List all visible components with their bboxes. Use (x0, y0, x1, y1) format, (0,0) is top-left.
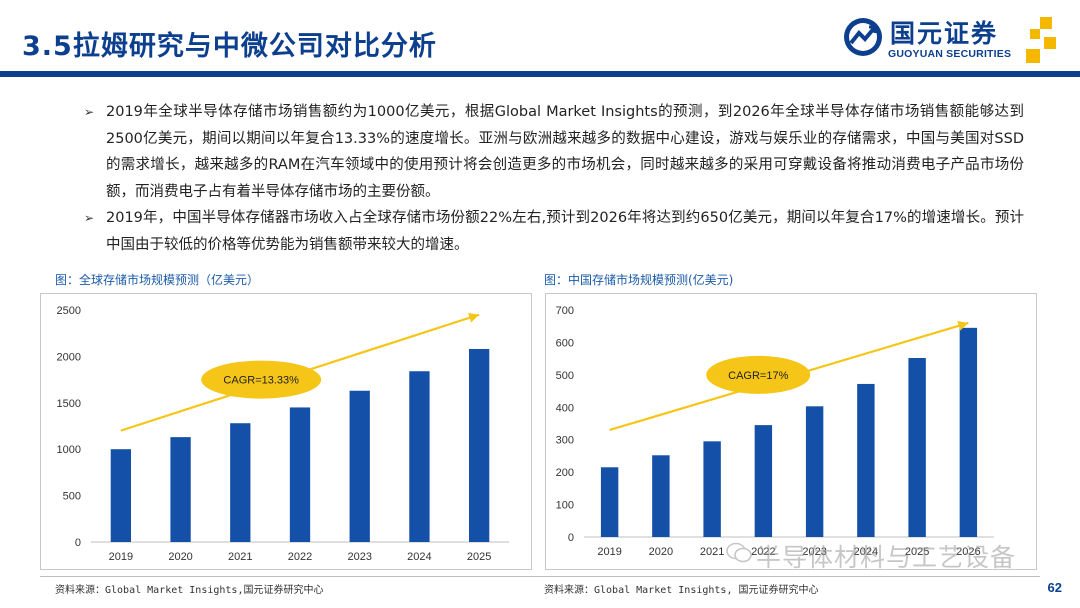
china-storage-chart-svg: 0 100 200 300 400 500 600 700 2019 2020 2021 2022 20… (556, 305, 994, 558)
logo-squares-icon (1026, 17, 1056, 63)
y-tick-label: 600 (556, 337, 574, 349)
company-logo: 国元证券 GUOYUAN SECURITIES (842, 12, 1067, 67)
x-tick-label: 2024 (854, 546, 878, 558)
x-tick-label: 2020 (168, 551, 192, 563)
global-storage-chart: 0 500 1000 1500 2000 2500 2019 2020 2021 2022 2023… (40, 293, 532, 570)
bar (805, 406, 824, 537)
wechat-icon (726, 542, 752, 563)
y-tick-label: 1500 (57, 398, 81, 410)
x-tick-label: 2025 (467, 551, 491, 563)
cagr-label: CAGR=17% (728, 370, 788, 382)
trend-arrow-head (957, 321, 969, 331)
y-tick-label: 700 (556, 305, 574, 317)
bullet-item: ➢ 2019年全球半导体存储市场销售额约为1000亿美元，根据Global Ma… (84, 99, 1024, 205)
x-tick-label: 2023 (802, 546, 826, 558)
bar (857, 383, 875, 537)
x-tick-label: 2021 (228, 551, 252, 563)
bullet-list: ➢ 2019年全球半导体存储市场销售额约为1000亿美元，根据Global Ma… (84, 99, 1024, 258)
bar (110, 449, 132, 542)
y-tick-label: 2000 (57, 351, 81, 363)
y-tick-label: 500 (63, 491, 81, 503)
bar (600, 467, 619, 537)
logo-english: GUOYUAN SECURITIES (888, 48, 1012, 60)
bar (703, 441, 721, 537)
global-storage-chart-svg: 0 500 1000 1500 2000 2500 2019 2020 2021 2022 2023… (57, 305, 509, 563)
bar (468, 348, 490, 542)
watermark: 半导体材料与工艺设备 (726, 538, 1017, 574)
guoyuan-logo-icon (844, 18, 882, 56)
right-source: 资料来源：Global Market Insights, 国元证券研究中心 (544, 585, 819, 596)
right-figure-title: 图：中国存储市场规模预测(亿美元) (544, 273, 734, 287)
bar (349, 390, 370, 542)
x-tick-label: 2021 (700, 546, 724, 558)
bar (959, 327, 978, 537)
x-tick-label: 2024 (407, 551, 431, 563)
watermark-text: 半导体材料与工艺设备 (756, 543, 1017, 572)
x-tick-label: 2020 (649, 546, 673, 558)
bullet-text: 2019年全球半导体存储市场销售额约为1000亿美元，根据Global Mark… (106, 104, 1024, 200)
y-tick-label: 0 (568, 532, 574, 544)
footer-divider (40, 576, 1040, 577)
x-tick-label: 2022 (288, 551, 312, 563)
bar (652, 455, 670, 537)
y-tick-label: 0 (75, 537, 81, 549)
bar (170, 437, 191, 542)
y-tick-label: 200 (556, 467, 574, 479)
cagr-ellipse (706, 355, 811, 394)
x-tick-label: 2019 (597, 546, 621, 558)
bar (409, 371, 430, 542)
x-tick-label: 2019 (109, 551, 133, 563)
bullet-text: 2019年，中国半导体存储器市场收入占全球存储市场份额22%左右,预计到2026… (106, 210, 1024, 253)
y-tick-label: 2500 (57, 305, 81, 317)
bar (289, 407, 311, 542)
arrow-bullet-icon: ➢ (84, 105, 95, 119)
trend-arrow-head (468, 312, 480, 323)
x-tick-label: 2023 (347, 551, 371, 563)
left-source: 资料来源：Global Market Insights,国元证券研究中心 (55, 585, 324, 596)
cagr-ellipse (201, 360, 322, 399)
x-tick-label: 2026 (956, 546, 980, 558)
page-number: 62 (1047, 580, 1062, 595)
cagr-label: CAGR=13.33% (223, 375, 299, 387)
x-tick-label: 2025 (905, 546, 929, 558)
page-title: 3.5拉姆研究与中微公司对比分析 (22, 31, 437, 62)
bullet-item: ➢ 2019年，中国半导体存储器市场收入占全球存储市场份额22%左右,预计到20… (84, 205, 1024, 258)
y-tick-label: 500 (556, 370, 574, 382)
left-figure-title: 图：全球存储市场规模预测（亿美元） (55, 273, 260, 287)
x-tick-label: 2022 (751, 546, 775, 558)
bar (230, 423, 251, 542)
china-storage-chart: 0 100 200 300 400 500 600 700 2019 2020 2021 2022 20… (545, 293, 1037, 570)
y-tick-label: 300 (556, 435, 574, 447)
header: 3.5拉姆研究与中微公司对比分析 国元证券 GUOYUAN SECURITIES (0, 0, 1080, 80)
arrow-bullet-icon: ➢ (84, 211, 95, 225)
y-tick-label: 400 (556, 402, 574, 414)
bar (908, 357, 926, 537)
y-tick-label: 1000 (57, 444, 81, 456)
title-divider (0, 71, 1080, 77)
bar (754, 425, 773, 537)
y-tick-label: 100 (556, 500, 574, 512)
logo-name: 国元证券 (890, 19, 999, 48)
